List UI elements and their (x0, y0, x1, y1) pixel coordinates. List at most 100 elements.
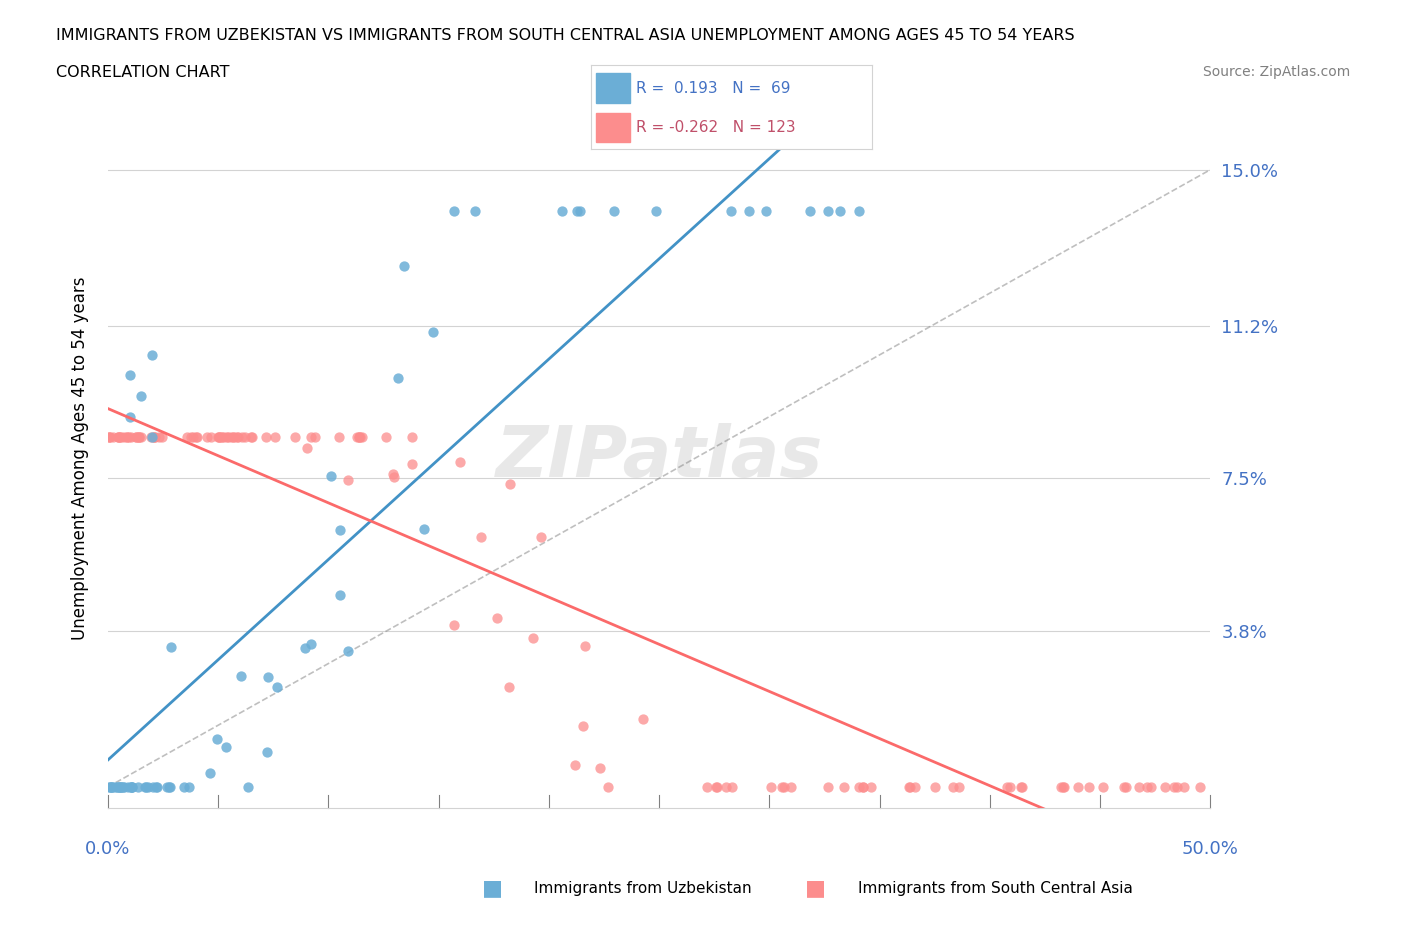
Point (948, 779, 970, 794)
Point (346, 430, 368, 445)
Point (98, 430, 121, 445)
Point (200, 430, 222, 445)
Point (150, 430, 173, 445)
Point (904, 779, 927, 794)
Point (142, 779, 165, 794)
Point (1153, 779, 1175, 794)
Text: Source: ZipAtlas.com: Source: ZipAtlas.com (1202, 65, 1350, 79)
Point (598, 779, 620, 794)
Point (319, 469, 342, 484)
Point (299, 636, 322, 651)
Point (110, 779, 132, 794)
Point (254, 430, 277, 445)
Point (112, 779, 135, 794)
Point (125, 430, 148, 445)
Point (231, 430, 253, 445)
Point (382, 466, 405, 481)
Point (105, 779, 128, 794)
Point (98, 779, 121, 794)
Point (181, 430, 204, 445)
Point (110, 779, 132, 794)
Point (129, 389, 152, 404)
Point (104, 779, 127, 794)
Point (859, 779, 882, 794)
Text: 50.0%: 50.0% (1182, 841, 1239, 858)
Point (1077, 779, 1099, 794)
Point (134, 779, 156, 794)
Point (1011, 779, 1033, 794)
Point (337, 472, 360, 487)
Point (256, 745, 278, 760)
Point (207, 430, 229, 445)
Point (110, 779, 132, 794)
Point (207, 732, 229, 747)
Point (236, 779, 259, 794)
Point (382, 470, 405, 485)
Text: Immigrants from Uzbekistan: Immigrants from Uzbekistan (534, 881, 752, 896)
Point (101, 779, 124, 794)
Point (995, 779, 1018, 794)
Point (470, 530, 492, 545)
Text: CORRELATION CHART: CORRELATION CHART (56, 65, 229, 80)
Point (574, 638, 596, 653)
Point (266, 680, 288, 695)
Point (118, 368, 141, 383)
Point (159, 640, 181, 655)
Point (145, 779, 167, 794)
Point (111, 779, 134, 794)
Point (141, 348, 163, 363)
Point (1115, 779, 1137, 794)
Point (101, 779, 124, 794)
Point (299, 430, 322, 445)
Point (449, 455, 471, 470)
Point (125, 430, 148, 445)
Point (120, 430, 142, 445)
Point (696, 779, 718, 794)
Text: 0.0%: 0.0% (86, 841, 131, 858)
Point (1010, 779, 1032, 794)
Point (156, 779, 179, 794)
Point (347, 430, 370, 445)
Point (720, 204, 742, 219)
Point (107, 430, 129, 445)
Point (1053, 779, 1076, 794)
Point (110, 430, 132, 445)
Point (565, 204, 588, 219)
Point (176, 430, 198, 445)
Point (817, 204, 839, 219)
Point (100, 779, 122, 794)
Point (173, 779, 195, 794)
Point (328, 430, 350, 445)
Point (631, 711, 654, 726)
Point (589, 760, 612, 775)
Point (329, 523, 352, 538)
Point (1049, 779, 1071, 794)
Point (721, 779, 744, 794)
Point (97, 430, 120, 445)
Point (127, 779, 149, 794)
Point (645, 204, 668, 219)
Point (209, 430, 232, 445)
Point (714, 779, 737, 794)
Point (352, 430, 374, 445)
Point (304, 430, 326, 445)
Point (852, 779, 875, 794)
Point (240, 430, 263, 445)
Point (498, 680, 520, 695)
Point (551, 204, 574, 219)
Point (834, 779, 856, 794)
Point (1052, 779, 1074, 794)
Point (897, 779, 920, 794)
Point (1067, 779, 1090, 794)
Point (413, 522, 436, 537)
Point (215, 739, 238, 754)
Point (1173, 779, 1195, 794)
Point (139, 430, 162, 445)
Point (128, 430, 150, 445)
Point (770, 779, 793, 794)
Point (120, 779, 142, 794)
Point (214, 430, 236, 445)
Point (1136, 779, 1159, 794)
Point (336, 644, 359, 658)
Point (141, 430, 163, 445)
